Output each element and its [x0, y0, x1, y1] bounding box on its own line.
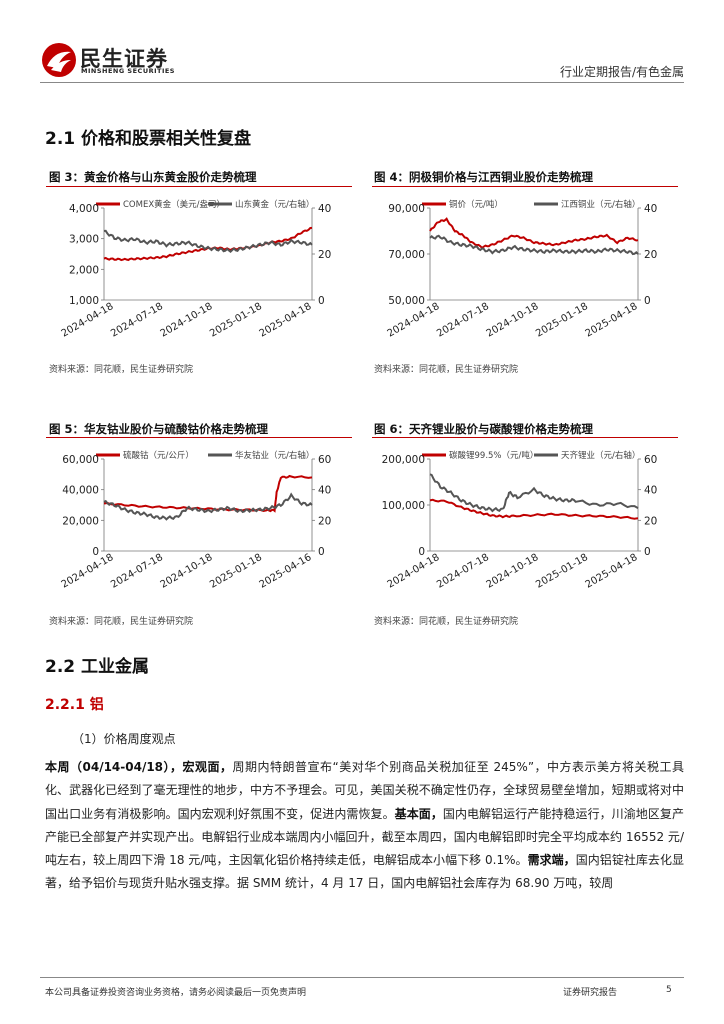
legend-label: 天齐锂业（元/右轴） — [561, 450, 640, 461]
x-tick-label: 2024-10-18 — [159, 301, 215, 340]
logo-text-en: MINSHENG SECURITIES — [81, 67, 175, 75]
x-tick-label: 2025-04-18 — [584, 301, 640, 340]
x-tick-label: 2024-10-18 — [485, 552, 541, 591]
series-line — [103, 492, 313, 521]
legend-label: COMEX黄金（美元/盎司） — [123, 199, 225, 210]
legend-label: 铜价（元/吨） — [449, 199, 503, 210]
x-tick-label: 2025-04-18 — [258, 301, 314, 340]
left-tick-label: 60,000 — [62, 454, 99, 466]
figure-3-title: 图 3：黄金价格与山东黄金股价走势梳理 — [49, 170, 257, 184]
x-tick-label: 2024-04-18 — [60, 552, 116, 591]
body-bold-fundamentals: 基本面， — [394, 806, 443, 821]
body-bold-demand: 需求端， — [527, 853, 576, 868]
header-divider — [40, 82, 684, 83]
figure-6-source: 资料来源：同花顺，民生证券研究院 — [374, 617, 519, 627]
left-tick-label: 20,000 — [62, 515, 99, 527]
figure-6-title: 图 6：天齐锂业股价与碳酸锂价格走势梳理 — [374, 422, 594, 436]
right-tick-label: 20 — [644, 515, 657, 527]
figure-5-rule — [46, 437, 352, 438]
body-text-demand: 国内铝锭社库去化显著，给予铝价与现货升贴水强支撑。据 SMM 统计，4 月 17… — [45, 853, 684, 891]
series-line — [429, 234, 639, 256]
series-line — [429, 217, 639, 250]
left-tick-label: 70,000 — [388, 249, 425, 261]
figure-5-source: 资料来源：同花顺，民生证券研究院 — [49, 617, 194, 627]
figure-4-rule — [372, 186, 678, 187]
footer-report-label: 证券研究报告 — [563, 988, 618, 998]
x-tick-label: 2024-07-18 — [109, 552, 165, 591]
figure-6-chart: 碳酸锂99.5%（元/吨） 天齐锂业（元/右轴）0100,000200,00002… — [382, 450, 658, 591]
legend-label: 碳酸锂99.5%（元/吨） — [449, 450, 538, 461]
left-tick-label: 3,000 — [69, 234, 99, 246]
x-tick-label: 2025-01-18 — [208, 552, 264, 591]
right-tick-label: 0 — [318, 295, 325, 307]
right-tick-label: 20 — [318, 249, 331, 261]
report-type: 行业定期报告/有色金属 — [559, 65, 684, 79]
x-tick-label: 2025-04-18 — [584, 552, 640, 591]
right-tick-label: 20 — [318, 515, 331, 527]
logo-text-cn: 民生证券 — [80, 47, 168, 71]
minsheng-logo-icon — [42, 43, 76, 77]
x-tick-label: 2025-01-18 — [208, 301, 264, 340]
left-tick-label: 100,000 — [382, 500, 425, 512]
series-line — [429, 498, 639, 520]
left-tick-label: 50,000 — [388, 295, 425, 307]
legend-label: 山东黄金（元/右轴） — [235, 199, 314, 210]
figure-5-chart: 硫酸钴（元/公斤） 华友钴业（元/右轴）020,00040,00060,00002… — [60, 450, 332, 591]
legend-label: 江西铜业（元/右轴） — [561, 199, 640, 210]
x-tick-label: 2024-07-18 — [435, 552, 491, 591]
x-tick-label: 2025-01-18 — [534, 301, 590, 340]
section-heading-2-2-1: 2.2.1 铝 — [45, 697, 104, 713]
legend-label: 硫酸钴（元/公斤） — [123, 450, 194, 461]
right-tick-label: 40 — [318, 203, 331, 215]
body-text-fundamentals: 国内电解铝运行产能持稳运行，川渝地区复产产能已全部复产并实现产出。电解铝行业成本… — [45, 806, 684, 868]
legend-label: 华友钴业（元/右轴） — [235, 450, 314, 461]
right-tick-label: 40 — [318, 485, 331, 497]
x-tick-label: 2024-04-18 — [386, 552, 442, 591]
right-tick-label: 20 — [644, 249, 657, 261]
footer-divider — [40, 977, 684, 978]
figure-3-rule — [46, 186, 352, 187]
x-tick-label: 2025-01-18 — [534, 552, 590, 591]
section-heading-2-1: 2.1 价格和股票相关性复盘 — [45, 129, 252, 149]
body-paragraph: 本周（04/14-04/18），宏观面，周期内特朗普宣布“美对华个别商品关税加征… — [45, 756, 684, 896]
footer-disclaimer: 本公司具备证券投资咨询业务资格，请务必阅读最后一页免责声明 — [45, 988, 307, 998]
x-tick-label: 2024-10-18 — [159, 552, 215, 591]
x-tick-label: 2024-07-18 — [109, 301, 165, 340]
left-tick-label: 90,000 — [388, 203, 425, 215]
x-tick-label: 2024-07-18 — [435, 301, 491, 340]
right-tick-label: 60 — [644, 454, 657, 466]
x-tick-label: 2025-04-16 — [258, 552, 314, 591]
left-tick-label: 4,000 — [69, 203, 99, 215]
figure-3-chart: COMEX黄金（美元/盎司） 山东黄金（元/右轴） 1,000 2,000 3,000 4… — [60, 199, 332, 340]
figure-4-chart: 铜价（元/吨） 江西铜业（元/右轴） 50,000 70,000 90,000 0 20 40… — [386, 199, 658, 340]
body-text-macro: 周期内特朗普宣布“美对华个别商品关税加征至 245%”，中方表示美方将关税工具化… — [45, 760, 685, 821]
page-number: 5 — [666, 985, 672, 995]
body-bold-macro: 本周（04/14-04/18），宏观面， — [45, 760, 233, 774]
figure-4-title: 图 4：阴极铜价格与江西铜业股价走势梳理 — [374, 170, 594, 184]
left-tick-label: 200,000 — [382, 454, 425, 466]
right-tick-label: 40 — [644, 203, 657, 215]
left-tick-label: 1,000 — [69, 295, 99, 307]
figure-5-title: 图 5：华友钴业股价与硫酸钴价格走势梳理 — [49, 422, 269, 436]
x-tick-label: 2024-10-18 — [485, 301, 541, 340]
figure-6-rule — [372, 437, 678, 438]
figure-4-source: 资料来源：同花顺，民生证券研究院 — [374, 365, 519, 375]
left-tick-label: 2,000 — [69, 264, 99, 276]
series-line — [103, 229, 313, 254]
right-tick-label: 0 — [644, 295, 651, 307]
left-tick-label: 40,000 — [62, 485, 99, 497]
series-line — [429, 473, 639, 513]
paragraph-label: （1）价格周度观点 — [72, 732, 176, 746]
right-tick-label: 40 — [644, 485, 657, 497]
figure-3-source: 资料来源：同花顺，民生证券研究院 — [49, 365, 194, 375]
right-tick-label: 0 — [318, 546, 325, 558]
right-tick-label: 0 — [644, 546, 651, 558]
left-tick-label: 0 — [92, 546, 99, 558]
section-heading-2-2: 2.2 工业金属 — [45, 657, 150, 677]
right-tick-label: 60 — [318, 454, 331, 466]
left-tick-label: 0 — [418, 546, 425, 558]
